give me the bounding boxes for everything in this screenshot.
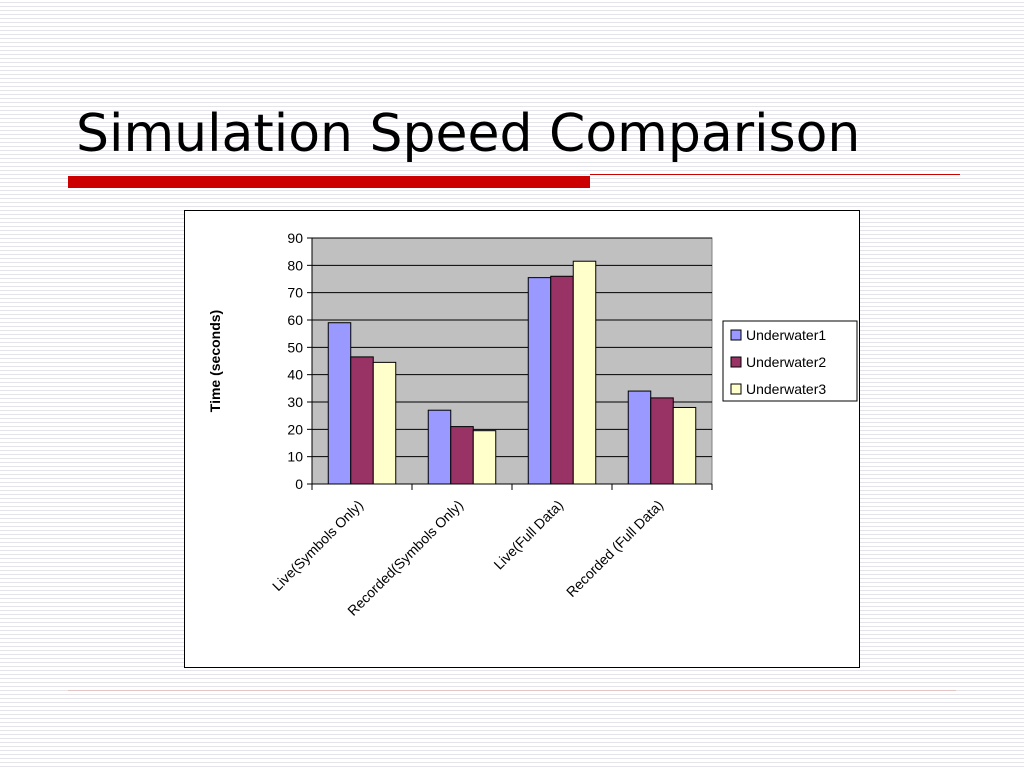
title-underline-thin — [590, 174, 960, 175]
axes — [307, 237, 713, 490]
x-category-label: Live(Full Data) — [490, 497, 566, 573]
bar-underwater3 — [572, 260, 597, 485]
y-tick-label: 0 — [295, 476, 303, 492]
bar-underwater1 — [327, 322, 352, 485]
legend-swatch — [730, 356, 742, 368]
bar-underwater1 — [527, 277, 552, 485]
y-tick-label: 40 — [287, 367, 303, 383]
y-tick-label: 50 — [287, 339, 303, 355]
legend-box — [722, 320, 858, 402]
title-underline-accent — [68, 176, 590, 188]
y-tick-label: 90 — [287, 230, 303, 246]
bar-underwater2 — [450, 426, 474, 485]
bar-underwater1 — [427, 409, 452, 485]
bar-underwater2 — [350, 356, 374, 485]
y-tick-label: 60 — [287, 312, 303, 328]
bar-underwater2 — [550, 275, 574, 485]
bars — [327, 260, 697, 485]
bar-underwater3 — [472, 430, 497, 485]
bar-underwater2 — [650, 397, 674, 485]
y-tick-label: 10 — [287, 449, 303, 465]
bar-underwater1 — [627, 390, 652, 485]
y-tick-label: 30 — [287, 394, 303, 410]
x-category-label: Recorded (Full Data) — [563, 497, 666, 600]
y-tick-label: 20 — [287, 421, 303, 437]
legend-label: Underwater2 — [746, 354, 826, 370]
legend-swatch — [730, 329, 742, 341]
x-category-label: Recorded(Symbols Only) — [344, 497, 466, 619]
y-axis-title: Time (seconds) — [207, 310, 223, 412]
bar-underwater3 — [372, 361, 397, 485]
footer-rule — [68, 690, 956, 691]
y-tick-label: 80 — [287, 257, 303, 273]
slide-title: Simulation Speed Comparison — [76, 104, 861, 164]
x-category-label: Live(Symbols Only) — [269, 497, 366, 594]
legend-swatch — [730, 383, 742, 395]
y-tick-label: 70 — [287, 285, 303, 301]
legend: Underwater1 Underwater2 Underwater3 — [722, 320, 858, 402]
legend-label: Underwater3 — [746, 381, 826, 397]
bar-underwater3 — [672, 406, 697, 485]
chart-frame: 0 10 20 30 40 50 60 70 80 90 Live(Symbols Only) Rec… — [184, 210, 860, 668]
legend-label: Underwater1 — [746, 327, 826, 343]
